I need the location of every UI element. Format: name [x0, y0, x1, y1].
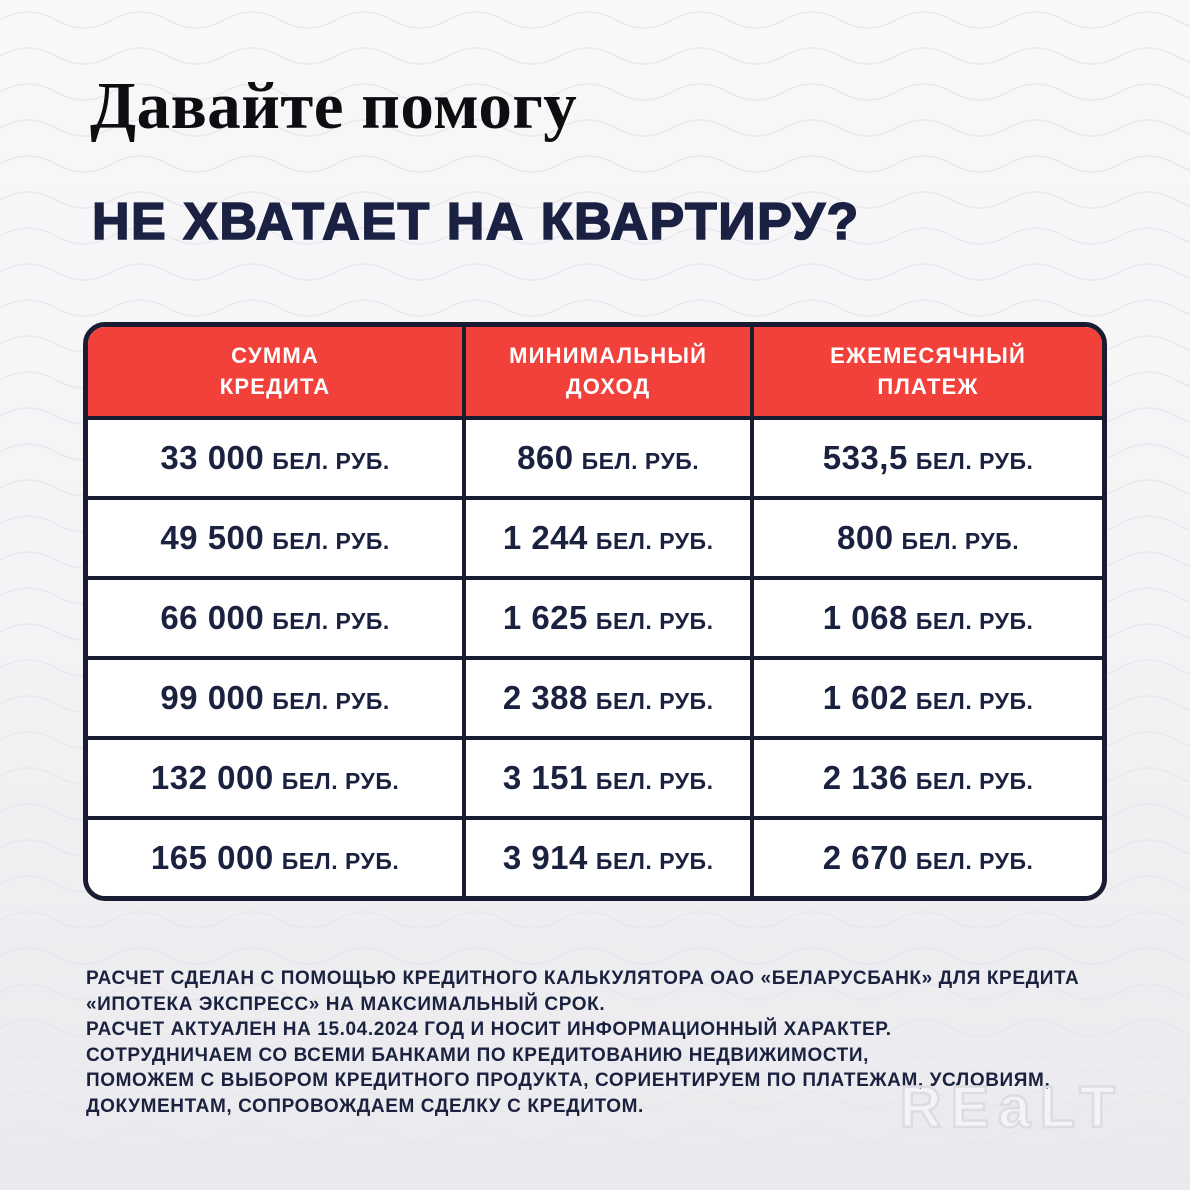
table-cell-income: 2 388 БЕЛ. РУБ.	[462, 656, 751, 736]
credit-amount: 132 000	[150, 759, 274, 796]
currency-unit: БЕЛ. РУБ.	[595, 687, 714, 714]
payment-amount: 2 670	[822, 839, 908, 876]
page-title: Давайте помогу	[90, 69, 578, 143]
credit-amount: 165 000	[150, 839, 274, 876]
credit-amount: 66 000	[160, 599, 265, 636]
income-amount: 3 914	[502, 839, 588, 876]
realt-logo-watermark: REaLT	[898, 1074, 1124, 1142]
disclaimer-line: РАСЧЕТ СДЕЛАН С ПОМОЩЬЮ КРЕДИТНОГО КАЛЬК…	[86, 968, 1080, 989]
table-cell-credit: 49 500 БЕЛ. РУБ.	[88, 496, 463, 576]
disclaimer-line: ДОКУМЕНТАМ, СОПРОВОЖДАЕМ СДЕЛКУ С КРЕДИТ…	[86, 1095, 644, 1117]
column-header-monthly-payment: ЕЖЕМЕСЯЧНЫЙ ПЛАТЕЖ	[750, 327, 1102, 416]
credit-amount: 49 500	[160, 519, 265, 556]
currency-unit: БЕЛ. РУБ.	[595, 607, 714, 634]
table-cell-credit: 165 000 БЕЛ. РУБ.	[88, 816, 463, 896]
payment-amount: 2 136	[822, 759, 908, 796]
income-amount: 860	[517, 439, 574, 476]
currency-unit: БЕЛ. РУБ.	[595, 527, 714, 554]
credit-table: СУММА КРЕДИТА МИНИМАЛЬНЫЙ ДОХОД ЕЖЕМЕСЯЧ…	[83, 322, 1107, 901]
income-amount: 1 625	[502, 599, 588, 636]
currency-unit: БЕЛ. РУБ.	[272, 687, 390, 714]
disclaimer-line: РАСЧЕТ АКТУАЛЕН НА 15.04.2024 ГОД И НОСИ…	[86, 1019, 892, 1040]
currency-unit: БЕЛ. РУБ.	[915, 607, 1034, 634]
table-cell-payment: 2 670 БЕЛ. РУБ.	[750, 816, 1102, 896]
table-cell-credit: 99 000 БЕЛ. РУБ.	[88, 656, 463, 736]
disclaimer-line: «ИПОТЕКА ЭКСПРЕСС» НА МАКСИМАЛЬНЫЙ СРОК.	[86, 993, 606, 1015]
payment-amount: 1 068	[822, 599, 908, 636]
credit-amount: 33 000	[160, 439, 265, 476]
table-cell-payment: 533,5 БЕЛ. РУБ.	[750, 416, 1102, 496]
currency-unit: БЕЛ. РУБ.	[915, 447, 1034, 474]
currency-unit: БЕЛ. РУБ.	[915, 767, 1034, 794]
column-header-credit-sum: СУММА КРЕДИТА	[88, 327, 463, 416]
disclaimer-text: РАСЧЕТ СДЕЛАН С ПОМОЩЬЮ КРЕДИТНОГО КАЛЬК…	[86, 966, 1126, 1119]
disclaimer-line: СОТРУДНИЧАЕМ СО ВСЕМИ БАНКАМИ ПО КРЕДИТО…	[86, 1044, 870, 1066]
currency-unit: БЕЛ. РУБ.	[915, 687, 1034, 714]
table-cell-payment: 1 602 БЕЛ. РУБ.	[750, 656, 1102, 736]
currency-unit: БЕЛ. РУБ.	[272, 607, 390, 634]
payment-amount: 533,5	[822, 439, 908, 476]
disclaimer-line: ПОМОЖЕМ С ВЫБОРОМ КРЕДИТНОГО ПРОДУКТА, С…	[86, 1070, 1051, 1091]
payment-amount: 800	[836, 519, 894, 556]
table-cell-credit: 33 000 БЕЛ. РУБ.	[88, 416, 463, 496]
table-cell-income: 3 151 БЕЛ. РУБ.	[462, 736, 751, 816]
currency-unit: БЕЛ. РУБ.	[901, 527, 1020, 554]
page-subtitle: НЕ ХВАТАЕТ НА КВАРТИРУ?	[91, 193, 860, 252]
currency-unit: БЕЛ. РУБ.	[581, 447, 700, 474]
table-cell-income: 3 914 БЕЛ. РУБ.	[462, 816, 751, 896]
income-amount: 2 388	[502, 679, 588, 716]
table-cell-payment: 2 136 БЕЛ. РУБ.	[750, 736, 1102, 816]
currency-unit: БЕЛ. РУБ.	[272, 527, 390, 554]
currency-unit: БЕЛ. РУБ.	[595, 767, 714, 794]
income-amount: 1 244	[502, 519, 588, 556]
column-header-minimum-income: МИНИМАЛЬНЫЙ ДОХОД	[462, 327, 751, 416]
payment-amount: 1 602	[822, 679, 908, 716]
currency-unit: БЕЛ. РУБ.	[272, 447, 390, 474]
currency-unit: БЕЛ. РУБ.	[281, 847, 400, 874]
table-cell-income: 860 БЕЛ. РУБ.	[462, 416, 751, 496]
table-cell-income: 1 244 БЕЛ. РУБ.	[462, 496, 751, 576]
table-cell-payment: 1 068 БЕЛ. РУБ.	[750, 576, 1102, 656]
income-amount: 3 151	[502, 759, 588, 796]
currency-unit: БЕЛ. РУБ.	[281, 767, 400, 794]
currency-unit: БЕЛ. РУБ.	[915, 847, 1034, 874]
table-cell-payment: 800 БЕЛ. РУБ.	[750, 496, 1102, 576]
table-cell-income: 1 625 БЕЛ. РУБ.	[462, 576, 751, 656]
currency-unit: БЕЛ. РУБ.	[595, 847, 714, 874]
table-cell-credit: 132 000 БЕЛ. РУБ.	[88, 736, 463, 816]
credit-amount: 99 000	[160, 679, 265, 716]
table-cell-credit: 66 000 БЕЛ. РУБ.	[88, 576, 463, 656]
